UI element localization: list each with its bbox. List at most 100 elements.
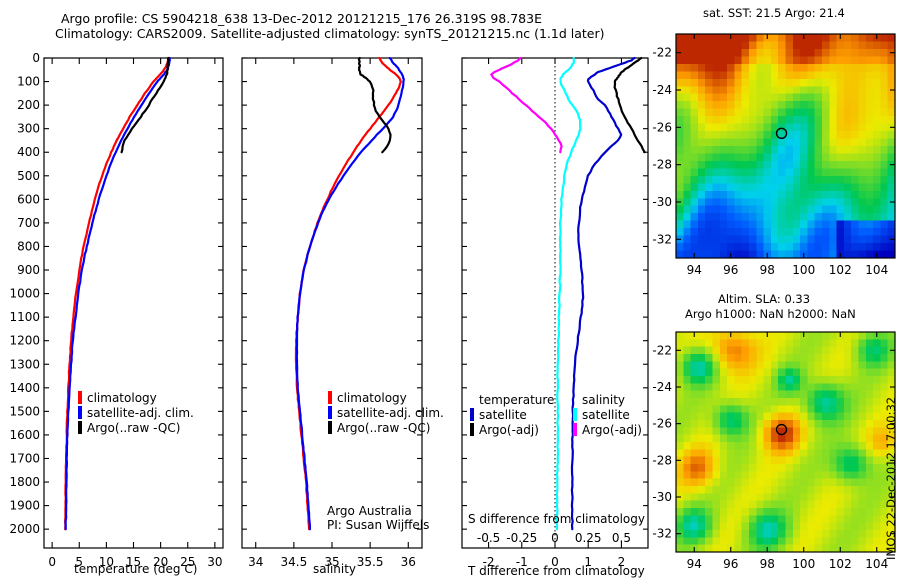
- map-cell: [712, 486, 721, 494]
- legend-item-argo-raw-sal: Argo(..raw -QC): [328, 420, 444, 435]
- map-cell: [697, 175, 706, 184]
- map-cell: [734, 116, 743, 125]
- x-tick-label: 35.5: [357, 555, 384, 569]
- map-cell: [807, 131, 816, 140]
- panel-salinity: 34 34.5 35 35.5 36: [232, 40, 454, 580]
- map-cell: [749, 530, 757, 538]
- map-cell: [734, 63, 743, 72]
- map-cell: [858, 235, 867, 244]
- map-cell: [807, 405, 816, 414]
- map-cell: [676, 131, 684, 140]
- map-cell: [792, 56, 801, 65]
- map-cell: [865, 434, 874, 443]
- map-cell: [690, 383, 699, 392]
- map-cell: [858, 412, 867, 421]
- map-cell: [829, 235, 838, 244]
- map-cell: [741, 486, 750, 494]
- map-cell: [719, 138, 728, 147]
- map-cell: [778, 390, 787, 399]
- map-cell: [792, 442, 801, 450]
- map-cell: [749, 86, 757, 95]
- map-cell: [690, 478, 699, 487]
- map-cell: [727, 405, 735, 414]
- map-cell: [763, 220, 772, 229]
- map-cell: [712, 63, 721, 72]
- map-cell: [807, 515, 816, 524]
- map-cell: [851, 116, 860, 125]
- map-cell: [851, 442, 860, 450]
- map-cell: [756, 153, 765, 162]
- map-cell: [814, 500, 823, 509]
- map-cell: [851, 368, 860, 377]
- map-cell: [778, 339, 787, 348]
- map-cell: [792, 332, 801, 340]
- map-cell: [851, 168, 860, 177]
- map-cell: [873, 101, 881, 110]
- map-cell: [843, 123, 852, 132]
- map-cell: [858, 220, 867, 229]
- map-cell: [676, 544, 684, 553]
- map-cell: [719, 368, 728, 377]
- map-cell: [836, 175, 845, 184]
- map-cell: [734, 339, 743, 348]
- map-cell: [778, 250, 787, 259]
- map-cell: [807, 339, 816, 348]
- map-cell: [807, 442, 816, 450]
- map-cell: [843, 146, 852, 155]
- map-cell: [880, 153, 889, 162]
- map-cell: [807, 108, 816, 117]
- map-cell: [851, 420, 860, 428]
- map-cell: [734, 153, 743, 162]
- map-cell: [843, 493, 852, 502]
- map-cell: [865, 220, 874, 229]
- map-cell: [734, 354, 743, 362]
- legend-label-argo-raw: Argo(..raw -QC): [87, 420, 181, 435]
- map-cell: [756, 478, 765, 487]
- map-cell: [829, 471, 838, 480]
- map-cell: [792, 235, 801, 244]
- map-cell: [822, 500, 830, 509]
- map-cell: [822, 160, 830, 169]
- map-cell: [829, 146, 838, 155]
- map-cell: [778, 228, 787, 237]
- map-cell: [822, 515, 830, 524]
- map-cell: [741, 205, 750, 214]
- map-cell: [749, 48, 757, 57]
- map-cell: [770, 471, 779, 480]
- map-cell: [676, 486, 684, 494]
- map-cell: [858, 250, 867, 259]
- map-cell: [778, 86, 787, 95]
- map-cell: [770, 175, 779, 184]
- map-cell: [836, 213, 845, 222]
- map-cell: [851, 390, 860, 399]
- map-cell: [836, 198, 845, 207]
- map-cell: [836, 228, 845, 237]
- map-cell: [697, 86, 706, 95]
- map-cell: [865, 456, 874, 465]
- map-cell: [697, 243, 706, 252]
- map-cell: [756, 405, 765, 414]
- map-cell: [719, 168, 728, 177]
- map-cell: [734, 235, 743, 244]
- map-cell: [829, 522, 838, 531]
- map-cell: [851, 339, 860, 348]
- map-cell: [807, 56, 816, 65]
- map-cell: [843, 412, 852, 421]
- map-cell: [822, 190, 830, 199]
- map-cell: [800, 175, 808, 184]
- map-cell: [683, 420, 692, 428]
- map-cell: [858, 515, 867, 524]
- map-cell: [756, 146, 765, 155]
- map-cell: [676, 500, 684, 509]
- map-cell: [785, 508, 794, 516]
- map-cell: [705, 522, 714, 531]
- map-cell: [807, 153, 816, 162]
- map-cell: [829, 412, 838, 421]
- map-cell: [756, 420, 765, 428]
- map-cell: [858, 190, 867, 199]
- map-cell: [683, 63, 692, 72]
- map-cell: [676, 190, 684, 199]
- map-cell: [778, 116, 787, 125]
- map-cell: [822, 108, 830, 117]
- map-cell: [880, 71, 889, 80]
